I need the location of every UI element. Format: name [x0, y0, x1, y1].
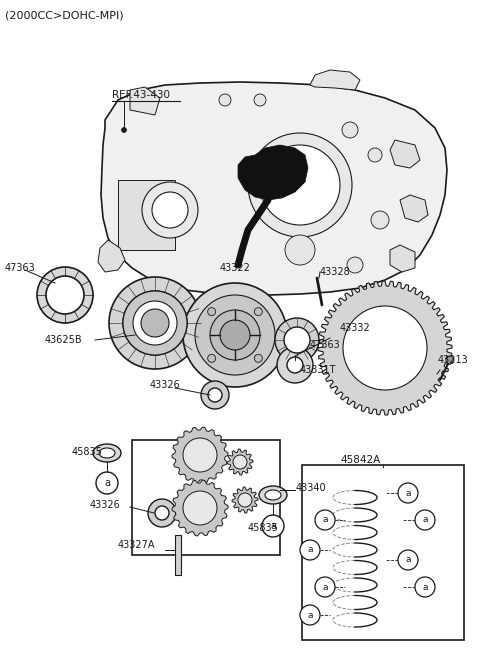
Circle shape [96, 472, 118, 494]
Ellipse shape [93, 444, 121, 462]
Text: 43625B: 43625B [45, 335, 83, 345]
Text: 47363: 47363 [5, 263, 36, 273]
Circle shape [342, 122, 358, 138]
Polygon shape [98, 240, 125, 272]
Polygon shape [318, 281, 452, 415]
Text: a: a [422, 583, 428, 592]
Text: 43213: 43213 [438, 355, 469, 365]
Circle shape [220, 320, 250, 350]
Polygon shape [390, 245, 415, 272]
Polygon shape [238, 145, 308, 200]
Circle shape [284, 327, 310, 353]
Polygon shape [172, 480, 228, 536]
Circle shape [300, 540, 320, 560]
Circle shape [183, 283, 287, 387]
Circle shape [183, 491, 217, 525]
Circle shape [343, 306, 427, 390]
Text: a: a [270, 521, 276, 531]
Text: a: a [307, 611, 313, 619]
Circle shape [141, 309, 169, 337]
Circle shape [133, 301, 177, 345]
Circle shape [201, 381, 229, 409]
Circle shape [368, 148, 382, 162]
Circle shape [254, 354, 263, 362]
Ellipse shape [99, 448, 115, 458]
Circle shape [287, 357, 303, 373]
Bar [302, 465, 464, 640]
Text: a: a [307, 546, 313, 554]
Text: a: a [422, 516, 428, 525]
Circle shape [398, 483, 418, 503]
Text: 43322: 43322 [220, 263, 251, 273]
Circle shape [208, 354, 216, 362]
Text: 45835: 45835 [248, 523, 279, 533]
Text: a: a [322, 583, 328, 592]
Circle shape [277, 347, 313, 383]
Polygon shape [172, 427, 228, 483]
Text: (2000CC>DOHC-MPI): (2000CC>DOHC-MPI) [5, 11, 124, 21]
Circle shape [208, 388, 222, 402]
Text: 43331T: 43331T [300, 365, 336, 375]
Circle shape [219, 94, 231, 106]
Circle shape [121, 127, 127, 133]
Text: 43328: 43328 [320, 267, 351, 277]
Circle shape [155, 506, 169, 520]
Circle shape [195, 295, 275, 375]
Circle shape [254, 94, 266, 106]
Circle shape [238, 493, 252, 507]
Circle shape [152, 192, 188, 228]
Text: 43326: 43326 [90, 500, 121, 510]
Circle shape [262, 515, 284, 537]
Circle shape [248, 133, 352, 237]
Polygon shape [400, 195, 428, 222]
Text: 45842A: 45842A [340, 455, 380, 465]
Circle shape [275, 318, 319, 362]
Text: 45835: 45835 [72, 447, 103, 457]
Bar [132, 440, 280, 555]
Circle shape [233, 455, 247, 469]
Text: a: a [104, 478, 110, 488]
Polygon shape [390, 140, 420, 168]
Text: 43326: 43326 [150, 380, 181, 390]
Ellipse shape [265, 490, 281, 500]
Circle shape [347, 257, 363, 273]
Circle shape [415, 510, 435, 530]
Text: a: a [322, 516, 328, 525]
Circle shape [142, 182, 198, 238]
Circle shape [46, 276, 84, 314]
Circle shape [315, 577, 335, 597]
Circle shape [415, 577, 435, 597]
Polygon shape [101, 82, 447, 295]
Circle shape [315, 510, 335, 530]
Circle shape [37, 267, 93, 323]
Text: a: a [405, 556, 411, 565]
Polygon shape [118, 180, 175, 250]
Ellipse shape [259, 486, 287, 504]
Polygon shape [310, 70, 360, 90]
Circle shape [148, 499, 176, 527]
Circle shape [254, 308, 263, 316]
Circle shape [123, 291, 187, 355]
Text: 43340: 43340 [296, 483, 326, 493]
Polygon shape [227, 449, 253, 475]
Circle shape [300, 605, 320, 625]
Circle shape [398, 550, 418, 570]
Text: REF.43-430: REF.43-430 [112, 90, 170, 100]
Circle shape [208, 308, 216, 316]
Circle shape [109, 277, 201, 369]
Circle shape [210, 310, 260, 360]
Circle shape [123, 291, 187, 355]
Polygon shape [130, 87, 160, 115]
Circle shape [183, 438, 217, 472]
Polygon shape [232, 487, 258, 513]
Text: 43327A: 43327A [118, 540, 156, 550]
Polygon shape [175, 535, 181, 575]
Circle shape [371, 211, 389, 229]
Text: 47363: 47363 [310, 340, 341, 350]
Circle shape [260, 145, 340, 225]
Circle shape [446, 356, 454, 364]
Circle shape [285, 235, 315, 265]
Text: 43332: 43332 [340, 323, 371, 333]
Text: a: a [405, 489, 411, 497]
